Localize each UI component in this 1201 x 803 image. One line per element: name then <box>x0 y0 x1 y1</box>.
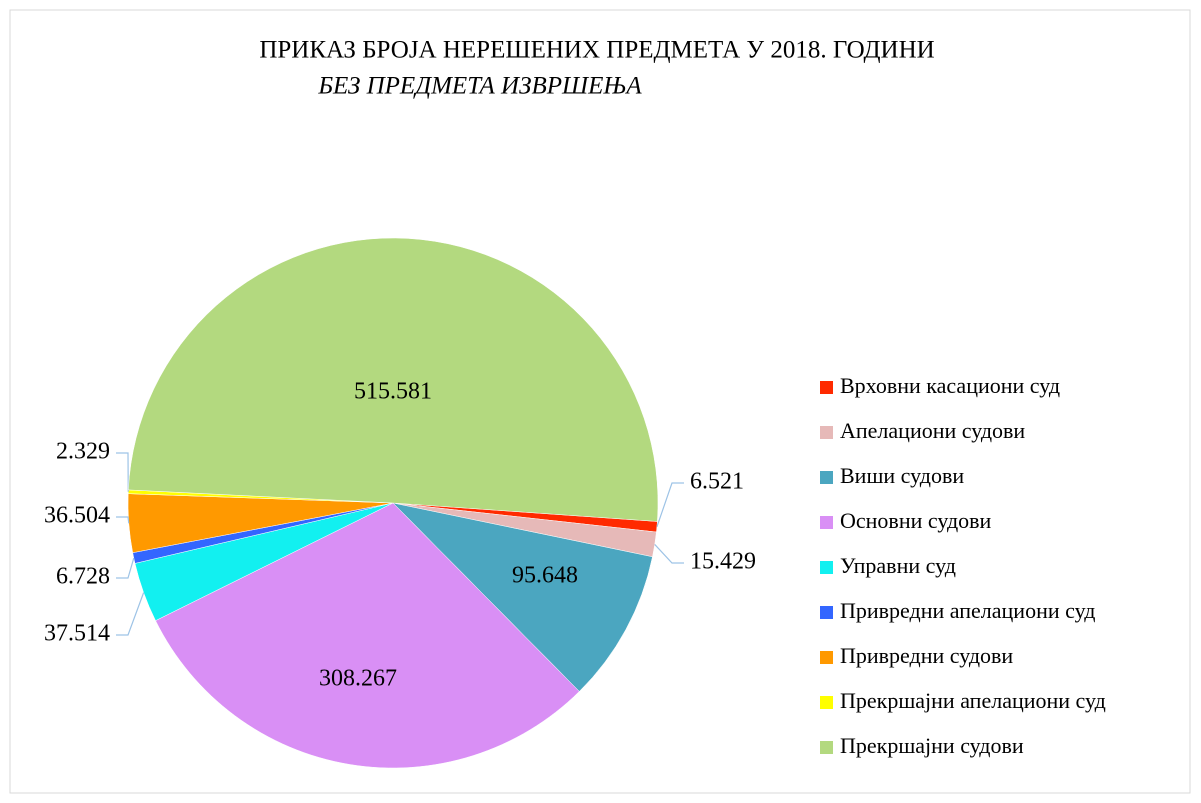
legend-swatch <box>820 741 833 754</box>
data-label: 36.504 <box>44 503 110 529</box>
data-label: 2.329 <box>56 439 110 465</box>
legend-label: Управни суд <box>840 553 956 578</box>
legend-label: Привредни апелациони суд <box>840 598 1095 623</box>
data-label: 37.514 <box>44 621 110 647</box>
leader-line <box>116 452 129 492</box>
data-label: 308.267 <box>319 666 397 692</box>
legend-label: Врховни касациони суд <box>840 373 1060 398</box>
legend-swatch <box>820 606 833 619</box>
data-label: 6.728 <box>56 564 110 590</box>
pie-slice <box>392 502 653 692</box>
legend-swatch <box>820 696 833 709</box>
legend-label: Основни судови <box>840 508 992 533</box>
leader-line <box>656 482 684 527</box>
legend-swatch <box>820 426 833 439</box>
legend-label: Прекршајни судови <box>840 733 1024 758</box>
data-label: 6.521 <box>690 469 744 495</box>
data-label: 95.648 <box>512 563 578 589</box>
chart-title: ПРИКАЗ БРОЈА НЕРЕШЕНИХ ПРЕДМЕТА У 2018. … <box>259 37 934 64</box>
legend-swatch <box>820 651 833 664</box>
legend-swatch <box>820 381 833 394</box>
legend-label: Привредни судови <box>840 643 1013 668</box>
leader-line <box>116 516 130 524</box>
legend-label: Апелациони судови <box>840 418 1025 443</box>
legend-swatch <box>820 561 833 574</box>
legend-swatch <box>820 516 833 529</box>
leader-line <box>116 592 145 636</box>
legend-swatch <box>820 471 833 484</box>
pie-slice <box>155 502 580 769</box>
pie-slice <box>128 237 659 522</box>
data-label: 515.581 <box>354 379 432 405</box>
data-label: 15.429 <box>690 549 756 575</box>
leader-line <box>654 544 684 564</box>
legend-label: Прекршајни апелациони суд <box>840 688 1106 713</box>
legend-label: Виши судови <box>840 463 964 488</box>
leader-line <box>116 557 135 579</box>
chart-subtitle: БЕЗ ПРЕДМЕТА ИЗВРШЕЊА <box>317 73 642 100</box>
